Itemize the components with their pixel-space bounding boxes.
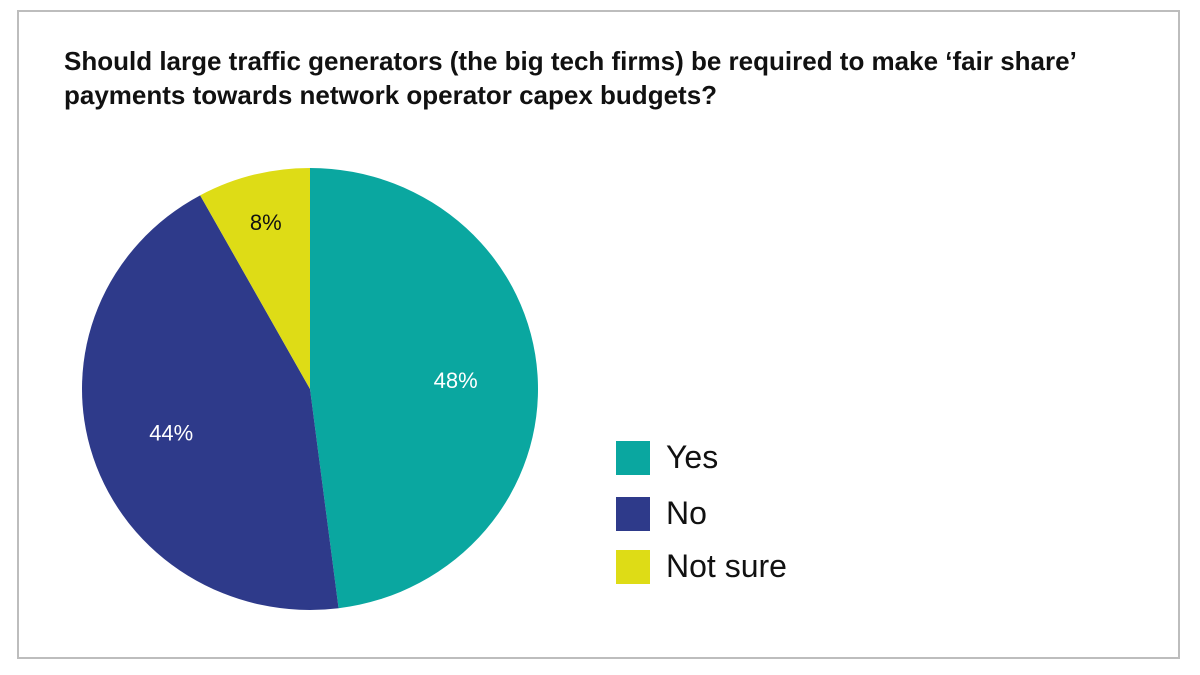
- legend-label-not-sure: Not sure: [666, 548, 787, 584]
- legend-swatch-no: [616, 496, 650, 531]
- legend-item-yes: Yes: [616, 439, 718, 476]
- data-label-not-sure: 8%: [250, 210, 282, 235]
- chart-frame: [17, 10, 1180, 659]
- legend-swatch-yes: [616, 440, 650, 475]
- pie-slice-no: [82, 195, 339, 610]
- pie-slice-yes: [310, 168, 539, 609]
- legend-label-no: No: [666, 495, 707, 531]
- legend-label-yes: Yes: [666, 439, 719, 475]
- data-label-no: 44%: [149, 421, 193, 446]
- legend-item-not-sure: Not sure: [616, 548, 787, 585]
- pie-slice-not-sure: [200, 168, 310, 389]
- chart-title: Should large traffic generators (the big…: [64, 46, 1076, 110]
- legend-item-no: No: [616, 495, 707, 532]
- legend-swatch-not-sure: [616, 549, 650, 584]
- data-label-yes: 48%: [434, 368, 478, 393]
